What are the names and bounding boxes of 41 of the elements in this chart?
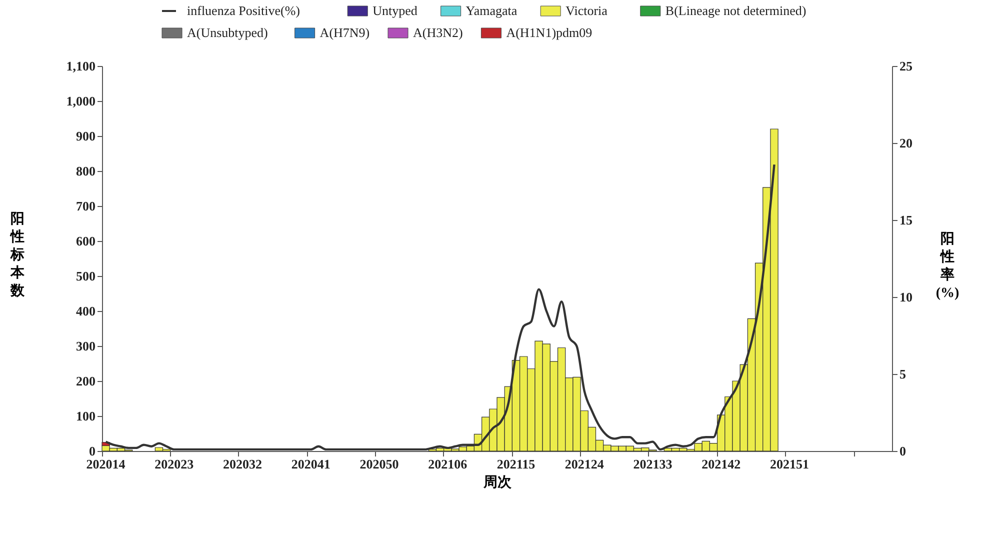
y-tick-label: 200: [76, 374, 96, 388]
x-tick-label: 202151: [770, 456, 809, 472]
y-tick-label: 800: [76, 164, 96, 178]
y-tick-label: 1,100: [66, 58, 96, 74]
y-tick-label: 1,000: [66, 94, 96, 108]
legend-label: A(Unsubtyped): [187, 25, 268, 40]
y-tick-label: 500: [76, 268, 96, 284]
y2-tick-label: 25: [900, 58, 913, 74]
y-tick-label: 900: [76, 128, 96, 144]
y-axis-title: 阳性标本数: [10, 211, 26, 299]
y2-tick-label: 20: [900, 136, 912, 150]
legend-label: influenza Positive(%): [187, 3, 300, 18]
y-tick-label: 0: [89, 444, 96, 458]
x-tick-label: 202133: [633, 456, 673, 472]
x-tick-label: 202041: [291, 456, 330, 472]
legend-label: Yamagata: [466, 3, 518, 18]
y2-axis-title: 阳性率(%): [936, 231, 960, 301]
legend-label: A(H1N1)pdm09: [506, 25, 592, 40]
y2-tick-label: 0: [900, 444, 906, 458]
y-tick-label: 700: [76, 198, 96, 214]
y2-tick-label: 10: [900, 290, 912, 304]
y2-tick-label: 5: [900, 366, 906, 382]
legend-label: Victoria: [566, 3, 608, 18]
y-tick-label: 300: [76, 338, 96, 354]
legend-label: Untyped: [372, 3, 418, 18]
y-tick-label: 600: [76, 234, 96, 248]
x-tick-label: 202124: [564, 456, 604, 472]
y-tick-label: 400: [76, 304, 96, 318]
x-tick-label: 202014: [86, 456, 126, 472]
x-tick-label: 202115: [496, 456, 536, 472]
legend-label: A(H7N9): [320, 25, 370, 40]
x-tick-label: 202050: [360, 456, 399, 472]
legend-label: A(H3N2): [413, 25, 463, 40]
y2-tick-label: 15: [900, 212, 913, 228]
y-tick-label: 100: [76, 408, 96, 424]
x-axis-title: 周次: [482, 474, 512, 490]
x-tick-label: 202032: [223, 456, 262, 472]
x-tick-label: 202142: [702, 456, 741, 472]
x-tick-label: 202106: [428, 456, 468, 472]
x-tick-label: 202023: [154, 456, 194, 472]
legend-label: B(Lineage not determined): [665, 3, 806, 18]
